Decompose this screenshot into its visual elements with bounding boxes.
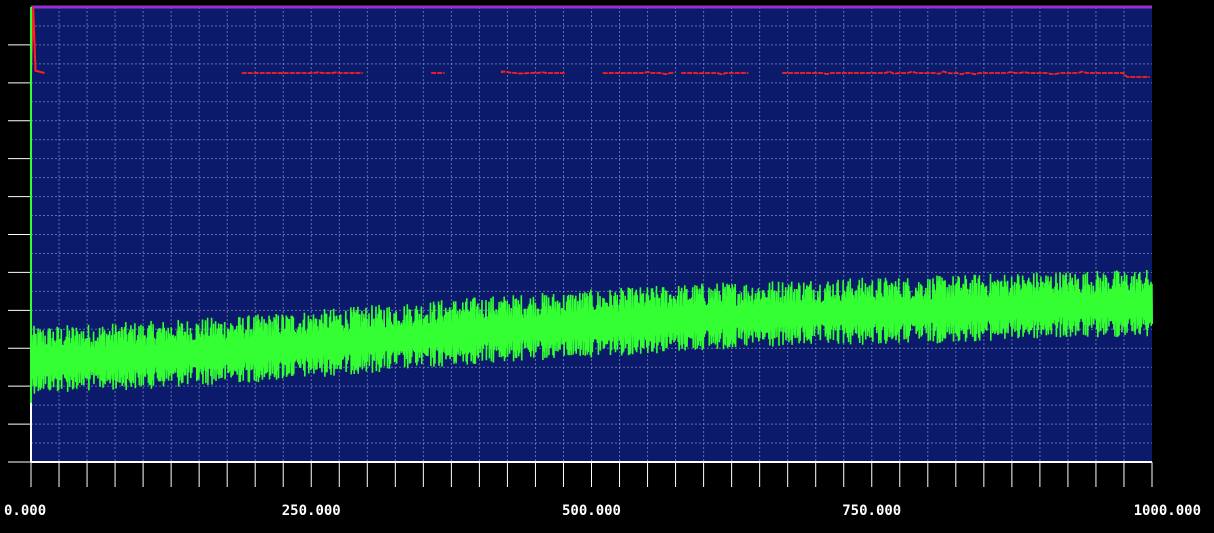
series-red-segment (500, 70, 565, 75)
series-red-segment (241, 71, 363, 75)
x-tick-label: 1000.000 (1134, 503, 1201, 519)
series-layer (30, 6, 1153, 403)
series-red-segment (681, 72, 749, 76)
x-tick-label: 750.000 (842, 503, 901, 519)
x-tick-labels: 0.000 250.000 500.000 750.000 1000.000 (4, 503, 1201, 519)
x-tick-label: 0.000 (4, 503, 46, 519)
series-green-line (30, 269, 1153, 394)
x-tick-label: 250.000 (282, 503, 341, 519)
x-tick-label: 500.000 (562, 503, 621, 519)
x-ticks (30, 462, 1153, 487)
series-red-segment (782, 70, 1150, 78)
y-ticks (8, 44, 31, 463)
series-red-start (30, 6, 45, 76)
series-red-segment (602, 70, 675, 76)
